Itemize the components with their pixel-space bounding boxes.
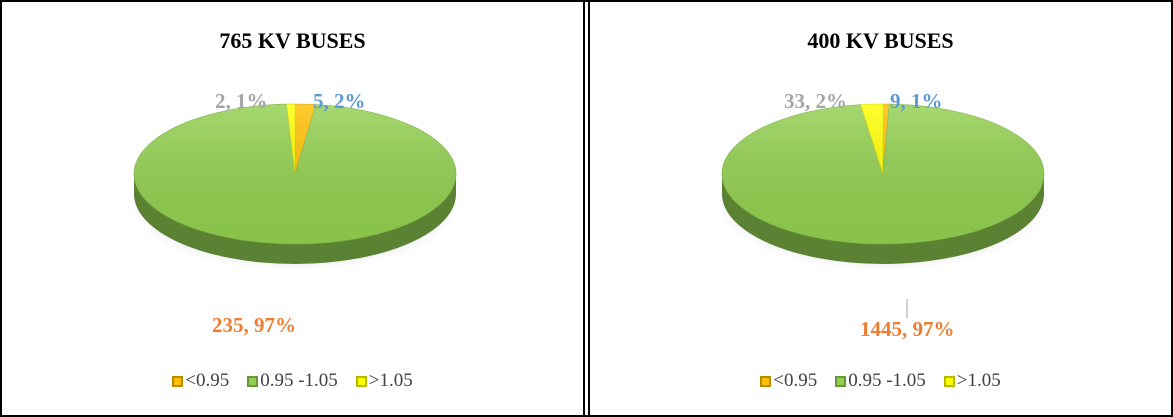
legend-swatch-icon xyxy=(943,375,955,387)
chart-panel-765kv: 5, 2% 235, 97% 2, 1% 765 KV BUSES <0.95 0.… xyxy=(2,2,583,415)
legend-swatch-icon xyxy=(835,375,847,387)
chart-panel-400kv: 9, 1% 1445, 97% 33, 2% 400 KV BUSES <0.95 … xyxy=(590,2,1171,415)
chart-title: 765 KV BUSES xyxy=(219,28,366,53)
legend-item-above: >1.05 xyxy=(943,370,1001,392)
data-label-normal: 1445, 97% xyxy=(860,317,955,341)
legend-item-normal: 0.95 -1.05 xyxy=(247,370,338,392)
panel-divider xyxy=(583,0,590,417)
pie-side-rim xyxy=(134,174,456,264)
legend-label: >1.05 xyxy=(956,370,1001,391)
data-label-below: 5, 2% xyxy=(313,89,366,113)
data-label-normal: 235, 97% xyxy=(212,313,296,337)
legend-item-normal: 0.95 -1.05 xyxy=(835,370,926,392)
legend-swatch-icon xyxy=(172,375,184,387)
chart-title: 400 KV BUSES xyxy=(807,28,954,53)
legend-item-above: >1.05 xyxy=(355,370,413,392)
legend-item-below: <0.95 xyxy=(760,370,817,392)
pie-chart-765kv: 5, 2% 235, 97% 2, 1% xyxy=(130,89,460,337)
pie-chart-400kv: 9, 1% 1445, 97% 33, 2% xyxy=(718,89,1048,341)
legend-swatch-icon xyxy=(355,375,367,387)
legend: <0.95 0.95 -1.05 >1.05 xyxy=(2,370,583,392)
data-label-above: 2, 1% xyxy=(215,89,268,113)
data-label-above: 33, 2% xyxy=(784,89,847,113)
pie-highlight xyxy=(722,104,1044,244)
legend-label: <0.95 xyxy=(773,370,818,391)
legend-swatch-icon xyxy=(760,375,772,387)
pie-highlight xyxy=(134,104,456,244)
legend-item-below: <0.95 xyxy=(172,370,229,392)
legend-label: >1.05 xyxy=(368,370,413,391)
legend-label: 0.95 -1.05 xyxy=(848,370,926,391)
legend-label: 0.95 -1.05 xyxy=(260,370,338,391)
data-label-below: 9, 1% xyxy=(890,89,943,113)
legend-label: <0.95 xyxy=(185,370,230,391)
pie-side-rim xyxy=(722,174,1044,264)
legend: <0.95 0.95 -1.05 >1.05 xyxy=(590,370,1171,392)
legend-swatch-icon xyxy=(247,375,259,387)
